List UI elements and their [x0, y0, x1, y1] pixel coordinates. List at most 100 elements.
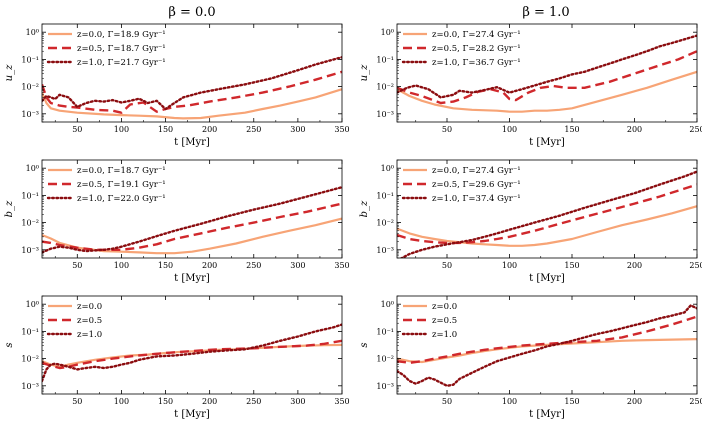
y-axis-label: b_z	[4, 200, 15, 217]
legend-entry: z=0.5, Γ=18.7 Gyr⁻¹	[77, 44, 166, 54]
y-axis-label: u_z	[4, 64, 15, 81]
series-line-1	[397, 205, 697, 247]
legend-entry: z=0.0, Γ=18.9 Gyr⁻¹	[77, 30, 166, 40]
series-group	[42, 323, 342, 383]
y-tick-label: 10⁰	[381, 28, 394, 37]
y-tick-label: 10⁻¹	[376, 55, 394, 64]
x-tick-label: 100	[114, 261, 129, 270]
legend-entry: z=1.0, Γ=21.7 Gyr⁻¹	[77, 58, 166, 68]
x-tick-label: 300	[290, 397, 305, 406]
x-tick-label: 100	[502, 397, 517, 406]
y-tick-label: 10⁰	[26, 300, 39, 309]
x-tick-label: 50	[442, 125, 452, 134]
panel-3: 50 100 150 200 250 300 350 10⁻³ 10⁻² 10⁻¹ 10⁰ t [My…	[4, 159, 350, 284]
y-tick-label: 10⁻³	[21, 382, 39, 391]
series-line-1	[42, 88, 342, 120]
x-tick-label: 250	[246, 261, 261, 270]
x-tick-label: 100	[502, 261, 517, 270]
x-tick-label: 150	[564, 261, 579, 270]
series-line-3	[397, 34, 697, 99]
legend-entry: z=0.0	[77, 302, 102, 312]
y-tick-label: 10⁰	[26, 28, 39, 37]
plot-frame	[396, 23, 698, 123]
legend-entry: z=0.0, Γ=18.7 Gyr⁻¹	[77, 166, 166, 176]
x-tick-label: 150	[158, 261, 173, 270]
x-axis-label: t [Myr]	[174, 273, 210, 284]
legend-entry: z=0.5	[77, 316, 102, 326]
x-tick-label: 350	[334, 397, 349, 406]
legend-entry: z=1.0, Γ=36.7 Gyr⁻¹	[432, 58, 521, 68]
y-axis-label: u_z	[359, 64, 370, 81]
x-axis-label: t [Myr]	[529, 273, 565, 284]
legend-entry: z=0.0	[432, 302, 457, 312]
x-tick-label: 150	[158, 397, 173, 406]
y-axis-label: b_z	[359, 200, 370, 217]
panel-1: 50 100 150 200 250 300 350 10⁻³ 10⁻² 10⁻¹ 10⁰ t [My…	[4, 23, 350, 148]
series-line-2	[42, 339, 342, 370]
series-line-2	[397, 315, 697, 364]
plot-frame	[396, 159, 698, 259]
y-tick-label: 10⁻¹	[21, 55, 39, 64]
x-tick-label: 250	[689, 397, 702, 406]
series-line-2	[42, 70, 342, 114]
legend-entry: z=0.0, Γ=27.4 Gyr⁻¹	[432, 30, 521, 40]
x-axis-label: t [Myr]	[529, 409, 565, 420]
series-group	[42, 186, 342, 255]
legend-entry: z=0.5	[432, 316, 457, 326]
legend-entry: z=1.0	[77, 330, 102, 340]
series-line-2	[397, 50, 697, 105]
x-tick-label: 350	[334, 125, 349, 134]
panel-4: 50 100 150 200 250 10⁻³ 10⁻² 10⁻¹ 10⁰ t [Myr] b_z z…	[359, 159, 702, 284]
y-tick-label: 10⁻¹	[376, 191, 394, 200]
y-tick-label: 10⁻¹	[21, 327, 39, 336]
legend-entry: z=1.0	[432, 330, 457, 340]
panel-5: 50 100 150 200 250 300 350 10⁻³ 10⁻² 10⁻¹ 10⁰ t [My…	[4, 295, 350, 420]
x-tick-label: 200	[202, 261, 217, 270]
legend: z=0.0, Γ=27.4 Gyr⁻¹ z=0.5, Γ=29.6 Gyr⁻¹ z=…	[401, 166, 521, 204]
y-axis-label: s	[4, 342, 15, 347]
legend: z=0.0 z=0.5 z=1.0	[401, 302, 457, 340]
x-tick-label: 50	[72, 261, 82, 270]
y-tick-label: 10⁰	[381, 300, 394, 309]
y-tick-label: 10⁻²	[21, 219, 39, 228]
legend-entry: z=0.5, Γ=28.2 Gyr⁻¹	[432, 44, 521, 54]
x-tick-label: 150	[564, 397, 579, 406]
legend-entry: z=0.5, Γ=19.1 Gyr⁻¹	[77, 180, 166, 190]
series-group	[397, 34, 697, 113]
x-tick-label: 200	[202, 397, 217, 406]
x-tick-label: 200	[202, 125, 217, 134]
legend: z=0.0 z=0.5 z=1.0	[46, 302, 102, 340]
y-axis-label: s	[359, 342, 370, 347]
plot-frame	[41, 295, 343, 395]
plot-frame	[41, 159, 343, 259]
plot-frame	[396, 295, 698, 395]
x-tick-label: 250	[689, 261, 702, 270]
legend: z=0.0, Γ=27.4 Gyr⁻¹ z=0.5, Γ=28.2 Gyr⁻¹ z=…	[401, 30, 521, 68]
legend-entry: z=0.0, Γ=27.4 Gyr⁻¹	[432, 166, 521, 176]
x-tick-label: 200	[627, 397, 642, 406]
x-tick-label: 50	[442, 397, 452, 406]
x-tick-label: 250	[689, 125, 702, 134]
x-tick-label: 200	[627, 125, 642, 134]
x-tick-label: 300	[290, 261, 305, 270]
series-group	[397, 304, 697, 387]
y-tick-label: 10⁻³	[21, 110, 39, 119]
series-group	[42, 56, 342, 120]
y-tick-label: 10⁻²	[376, 83, 394, 92]
y-tick-label: 10⁻²	[376, 355, 394, 364]
panel-6: 50 100 150 200 250 10⁻³ 10⁻² 10⁻¹ 10⁰ t [Myr] s z=0…	[359, 295, 702, 420]
legend-entry: z=0.5, Γ=29.6 Gyr⁻¹	[432, 180, 521, 190]
series-line-1	[42, 217, 342, 255]
series-line-2	[397, 183, 697, 245]
y-tick-label: 10⁻¹	[376, 327, 394, 336]
x-tick-label: 250	[246, 397, 261, 406]
legend: z=0.0, Γ=18.9 Gyr⁻¹ z=0.5, Γ=18.7 Gyr⁻¹ z=…	[46, 30, 166, 68]
y-tick-label: 10⁻¹	[21, 191, 39, 200]
legend-entry: z=1.0, Γ=37.4 Gyr⁻¹	[432, 194, 521, 204]
x-tick-label: 350	[334, 261, 349, 270]
x-tick-label: 50	[72, 125, 82, 134]
series-line-3	[42, 186, 342, 254]
x-tick-label: 250	[246, 125, 261, 134]
y-tick-label: 10⁻³	[376, 110, 394, 119]
